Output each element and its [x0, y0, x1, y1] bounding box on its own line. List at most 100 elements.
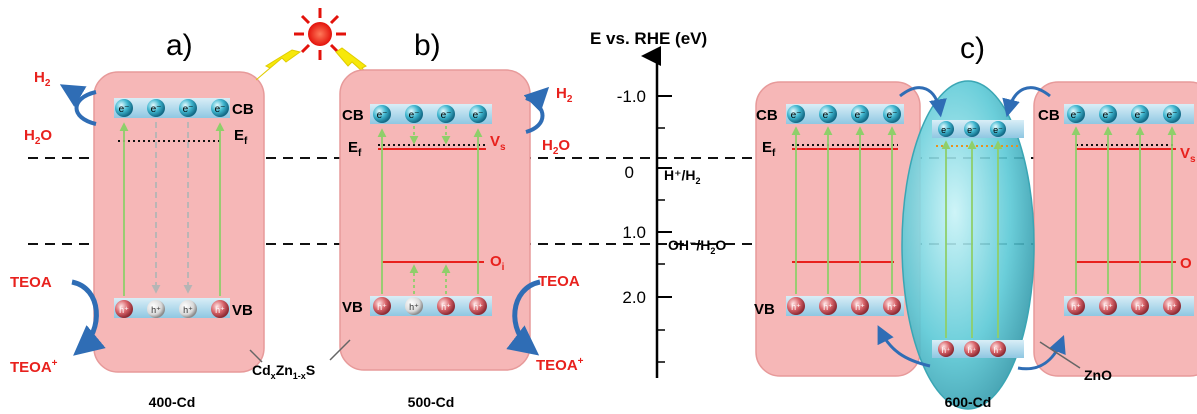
svg-text:e⁻: e⁻	[441, 110, 452, 121]
cb-label-c-right: CB	[1038, 107, 1060, 124]
material-label: CdxZn1-xS	[252, 362, 315, 381]
caption-c: 600-Cd	[945, 394, 992, 410]
svg-text:h⁺: h⁺	[823, 302, 833, 312]
svg-text:h⁺: h⁺	[1167, 302, 1177, 312]
svg-text:h⁺: h⁺	[473, 302, 483, 312]
energy-axis: E vs. RHE (eV) -1.0 0 1.0 2.0 H⁺/H2 OH⁻/…	[590, 29, 726, 378]
cb-band-a	[114, 98, 230, 118]
svg-text:h⁺: h⁺	[968, 346, 977, 355]
teoa-label-b: TEOA	[538, 273, 580, 290]
svg-text:e⁻: e⁻	[993, 125, 1003, 135]
holes-zno: h⁺ h⁺ h⁺	[938, 341, 1006, 357]
cb-label-c: CB	[756, 107, 778, 124]
semiconductor-box-c-left	[755, 81, 921, 377]
svg-text:h⁺: h⁺	[1135, 302, 1145, 312]
vs-label-c: Vs	[1180, 145, 1196, 165]
svg-text:e⁻: e⁻	[1135, 110, 1146, 121]
svg-text:e⁻: e⁻	[791, 110, 802, 121]
panel-a: e⁻ e⁻ e⁻ e⁻ h⁺ h⁺ h⁺ h⁺ CB VB Ef a) 400-…	[10, 29, 265, 410]
oh-h2o-label: OH⁻/H2O	[668, 237, 726, 256]
panel-c: c) e⁻ e⁻ e⁻ e⁻ h⁺ h⁺ h⁺ h⁺ e⁻ e⁻ e⁻ e⁻	[754, 32, 1197, 410]
tick-label: 2.0	[622, 288, 646, 307]
caption-b: 500-Cd	[408, 394, 455, 410]
svg-text:e⁻: e⁻	[409, 110, 420, 121]
cb-label-b: CB	[342, 107, 364, 124]
svg-text:h⁺: h⁺	[183, 305, 193, 315]
vb-label-b: VB	[342, 299, 363, 316]
cb-label-a: CB	[232, 101, 254, 118]
h-plus-h2-label: H⁺/H2	[664, 167, 701, 186]
vb-label-a: VB	[232, 302, 253, 319]
svg-text:h⁺: h⁺	[151, 305, 161, 315]
oi-label-b: Oi	[490, 253, 505, 273]
vs-label-b: Vs	[490, 133, 506, 153]
svg-text:e⁻: e⁻	[377, 110, 388, 121]
svg-text:e⁻: e⁻	[151, 104, 162, 115]
electrons-c-right: e⁻ e⁻ e⁻ e⁻	[1067, 105, 1181, 123]
svg-text:h⁺: h⁺	[994, 346, 1003, 355]
svg-text:e⁻: e⁻	[473, 110, 484, 121]
zno-particle	[901, 80, 1035, 410]
vb-band-a	[114, 298, 230, 318]
svg-text:h⁺: h⁺	[409, 302, 419, 312]
semiconductor-box-a	[93, 71, 265, 373]
panel-b: e⁻ e⁻ e⁻ e⁻ h⁺ h⁺ h⁺ h⁺ CB VB Ef Vs Oi b…	[339, 29, 584, 410]
oi-label-c: O	[1180, 255, 1192, 272]
ef-label-a: Ef	[234, 127, 248, 147]
teoa-plus-label-a: TEOA+	[10, 358, 58, 376]
svg-text:h⁺: h⁺	[441, 302, 451, 312]
ef-label-c: Ef	[762, 139, 776, 159]
svg-text:e⁻: e⁻	[823, 110, 834, 121]
sun-icon	[294, 8, 346, 60]
cb-band-b	[370, 104, 492, 124]
svg-text:h⁺: h⁺	[791, 302, 801, 312]
electrons-a: e⁻ e⁻ e⁻ e⁻	[115, 99, 229, 117]
ef-label-b: Ef	[348, 139, 362, 159]
semiconductor-box-b	[339, 69, 531, 371]
svg-text:e⁻: e⁻	[887, 110, 898, 121]
panel-label-a: a)	[166, 29, 193, 62]
panel-label-c: c)	[960, 32, 985, 65]
svg-text:e⁻: e⁻	[1071, 110, 1082, 121]
teoa-label-a: TEOA	[10, 274, 52, 291]
svg-text:e⁻: e⁻	[183, 104, 194, 115]
tick-label: 0	[625, 163, 634, 182]
holes-a: h⁺ h⁺ h⁺ h⁺	[115, 300, 229, 318]
svg-text:e⁻: e⁻	[119, 104, 130, 115]
lightning-icon	[255, 49, 302, 81]
vb-label-c: VB	[754, 301, 775, 318]
h2-label-b: H2	[556, 85, 573, 105]
svg-text:h⁺: h⁺	[855, 302, 865, 312]
svg-text:h⁺: h⁺	[1071, 302, 1081, 312]
teoa-plus-label-b: TEOA+	[536, 356, 584, 374]
axis-title: E vs. RHE (eV)	[590, 29, 707, 48]
holes-c-right: h⁺ h⁺ h⁺ h⁺	[1067, 297, 1181, 315]
h2-label-a: H2	[34, 69, 51, 89]
svg-text:h⁺: h⁺	[887, 302, 897, 312]
h2o-label-a: H2O	[24, 127, 52, 147]
electrons-c-left: e⁻ e⁻ e⁻ e⁻	[787, 105, 901, 123]
h2o-label-b: H2O	[542, 137, 570, 157]
svg-text:h⁺: h⁺	[1103, 302, 1113, 312]
svg-text:e⁻: e⁻	[855, 110, 866, 121]
holes-b: h⁺ h⁺ h⁺ h⁺	[373, 297, 487, 315]
svg-text:e⁻: e⁻	[1103, 110, 1114, 121]
svg-text:h⁺: h⁺	[942, 346, 951, 355]
zno-label: ZnO	[1084, 367, 1112, 383]
electrons-zno: e⁻ e⁻ e⁻	[938, 121, 1006, 137]
svg-text:e⁻: e⁻	[967, 125, 977, 135]
holes-c-left: h⁺ h⁺ h⁺ h⁺	[787, 297, 901, 315]
svg-text:e⁻: e⁻	[941, 125, 951, 135]
vb-band-b	[370, 296, 492, 316]
svg-text:h⁺: h⁺	[377, 302, 387, 312]
svg-text:h⁺: h⁺	[215, 305, 225, 315]
panel-label-b: b)	[414, 29, 441, 62]
caption-a: 400-Cd	[149, 394, 196, 410]
svg-text:h⁺: h⁺	[119, 305, 129, 315]
tick-label: 1.0	[622, 223, 646, 242]
tick-label: -1.0	[617, 87, 646, 106]
svg-text:e⁻: e⁻	[1167, 110, 1178, 121]
svg-text:e⁻: e⁻	[215, 104, 226, 115]
electrons-b: e⁻ e⁻ e⁻ e⁻	[373, 105, 487, 123]
